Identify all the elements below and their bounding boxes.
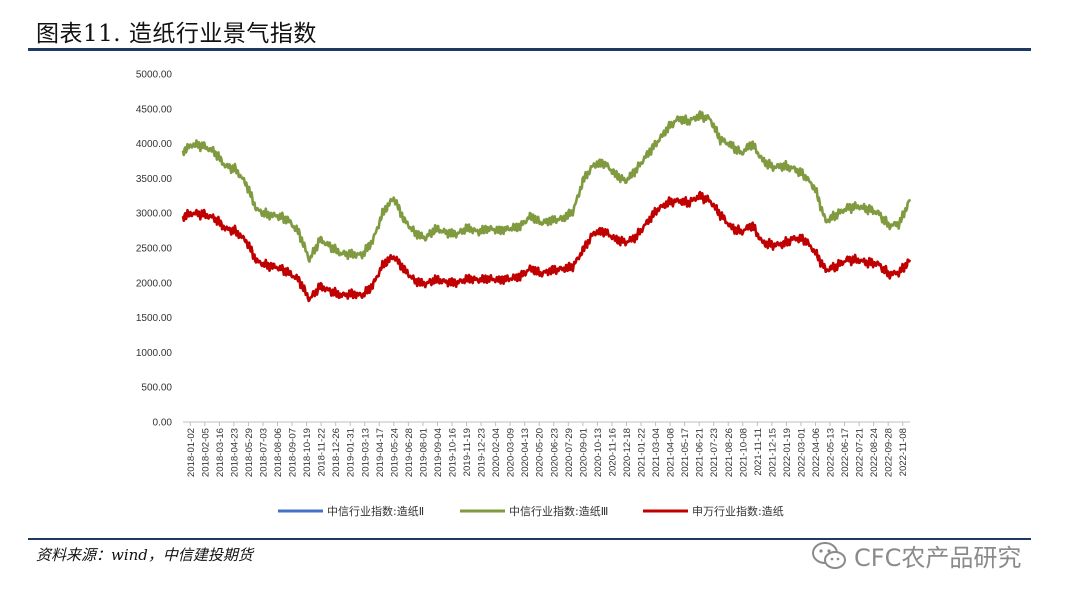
x-tick-label: 2022-07-21 bbox=[855, 428, 866, 477]
legend: 中信行业指数:造纸Ⅱ 中信行业指数:造纸Ⅲ 申万行业指数:造纸 bbox=[278, 504, 784, 518]
y-axis: 0.00 500.00 1000.00 1500.00 2000.00 2500.00 30… bbox=[136, 70, 173, 429]
watermark-text: CFC农产品研究 bbox=[854, 544, 1022, 572]
legend-label-3: 申万行业指数:造纸 bbox=[692, 504, 784, 518]
series-layer bbox=[181, 110, 912, 303]
y-tick-label: 4500.00 bbox=[136, 104, 173, 115]
y-tick-label: 5000.00 bbox=[136, 70, 173, 81]
x-tick-label: 2018-07-03 bbox=[258, 428, 269, 477]
x-tick-label: 2022-04-06 bbox=[811, 428, 822, 477]
x-tick-label: 2022-06-17 bbox=[840, 428, 851, 477]
x-tick-label: 2021-01-22 bbox=[637, 428, 648, 477]
source-note: 资料来源：wind，中信建投期货 bbox=[36, 546, 253, 564]
x-tick-label: 2020-05-20 bbox=[535, 428, 546, 477]
y-tick-label: 1000.00 bbox=[136, 348, 173, 359]
x-tick-label: 2020-10-13 bbox=[593, 428, 604, 477]
x-tick-label: 2022-01-19 bbox=[782, 428, 793, 477]
x-tick-label: 2021-11-11 bbox=[753, 428, 764, 476]
x-tick-label: 2018-02-05 bbox=[200, 428, 211, 477]
y-tick-label: 2500.00 bbox=[136, 244, 173, 255]
x-tick-label: 2021-12-15 bbox=[767, 428, 778, 477]
x-tick-label: 2018-04-23 bbox=[229, 428, 240, 477]
x-tick-label: 2019-04-17 bbox=[375, 428, 386, 477]
x-tick-label: 2022-09-28 bbox=[884, 428, 895, 477]
x-tick-label: 2022-11-08 bbox=[898, 428, 909, 476]
x-tick-label: 2019-03-13 bbox=[360, 428, 371, 477]
chart: 0.00 500.00 1000.00 1500.00 2000.00 2500.00 30… bbox=[136, 70, 912, 518]
y-tick-label: 4000.00 bbox=[136, 139, 173, 150]
figure-title: 图表11. 造纸行业景气指数 bbox=[36, 21, 317, 47]
legend-label-2: 中信行业指数:造纸Ⅲ bbox=[509, 504, 608, 518]
x-tick-label: 2018-11-22 bbox=[317, 428, 328, 476]
x-tick-label: 2021-05-17 bbox=[680, 428, 691, 477]
x-tick-label: 2018-09-07 bbox=[288, 428, 299, 477]
series-line-3 bbox=[181, 190, 912, 303]
y-tick-label: 3500.00 bbox=[136, 174, 173, 185]
x-tick-label: 2018-03-16 bbox=[215, 428, 226, 477]
x-tick-label: 2019-11-19 bbox=[462, 428, 473, 476]
y-tick-label: 500.00 bbox=[141, 383, 172, 394]
x-tick-label: 2022-03-01 bbox=[796, 428, 807, 477]
series-line-2 bbox=[181, 110, 912, 263]
x-tick-label: 2021-06-21 bbox=[695, 428, 706, 477]
x-tick-label: 2020-06-23 bbox=[549, 428, 560, 477]
x-tick-label: 2020-03-09 bbox=[506, 428, 517, 477]
x-tick-label: 2019-05-24 bbox=[389, 427, 400, 477]
y-tick-label: 0.00 bbox=[153, 418, 173, 429]
x-tick-label: 2019-08-01 bbox=[418, 428, 429, 477]
x-tick-label: 2020-11-16 bbox=[607, 428, 618, 476]
x-tick-label: 2019-10-16 bbox=[447, 428, 458, 477]
y-tick-label: 1500.00 bbox=[136, 313, 173, 324]
x-tick-label: 2019-01-31 bbox=[346, 428, 357, 477]
x-tick-label: 2020-02-04 bbox=[491, 427, 502, 477]
wechat-icon bbox=[812, 541, 846, 569]
x-tick-label: 2020-04-13 bbox=[520, 428, 531, 477]
x-tick-label: 2019-06-28 bbox=[404, 428, 415, 477]
x-tick-label: 2018-05-29 bbox=[244, 428, 255, 477]
x-tick-label: 2020-07-29 bbox=[564, 428, 575, 477]
x-tick-label: 2021-07-23 bbox=[709, 428, 720, 477]
x-tick-label: 2021-04-08 bbox=[666, 428, 677, 477]
x-tick-label: 2020-09-01 bbox=[578, 428, 589, 477]
x-axis: 2018-01-02 2018-02-05 2018-03-16 2018-04-23… bbox=[183, 421, 910, 477]
x-tick-label: 2021-03-04 bbox=[651, 427, 662, 477]
x-tick-label: 2022-05-13 bbox=[826, 428, 837, 477]
legend-label-1: 中信行业指数:造纸Ⅱ bbox=[327, 504, 424, 518]
x-tick-label: 2018-10-19 bbox=[302, 428, 313, 477]
x-tick-label: 2018-12-26 bbox=[331, 428, 342, 477]
x-tick-label: 2018-01-02 bbox=[186, 428, 197, 477]
x-tick-label: 2021-10-08 bbox=[738, 428, 749, 477]
x-tick-label: 2020-12-18 bbox=[622, 428, 633, 477]
x-tick-label: 2022-08-24 bbox=[869, 427, 880, 477]
y-tick-label: 2000.00 bbox=[136, 278, 173, 289]
x-tick-label: 2021-08-26 bbox=[724, 428, 735, 477]
x-tick-label: 2019-09-04 bbox=[433, 427, 444, 477]
title-rule bbox=[28, 48, 1031, 51]
y-tick-label: 3000.00 bbox=[136, 209, 173, 220]
source-rule bbox=[28, 538, 1031, 540]
x-tick-label: 2018-08-06 bbox=[273, 428, 284, 477]
x-tick-label: 2019-12-23 bbox=[477, 428, 488, 477]
watermark: CFC农产品研究 bbox=[810, 538, 1021, 573]
